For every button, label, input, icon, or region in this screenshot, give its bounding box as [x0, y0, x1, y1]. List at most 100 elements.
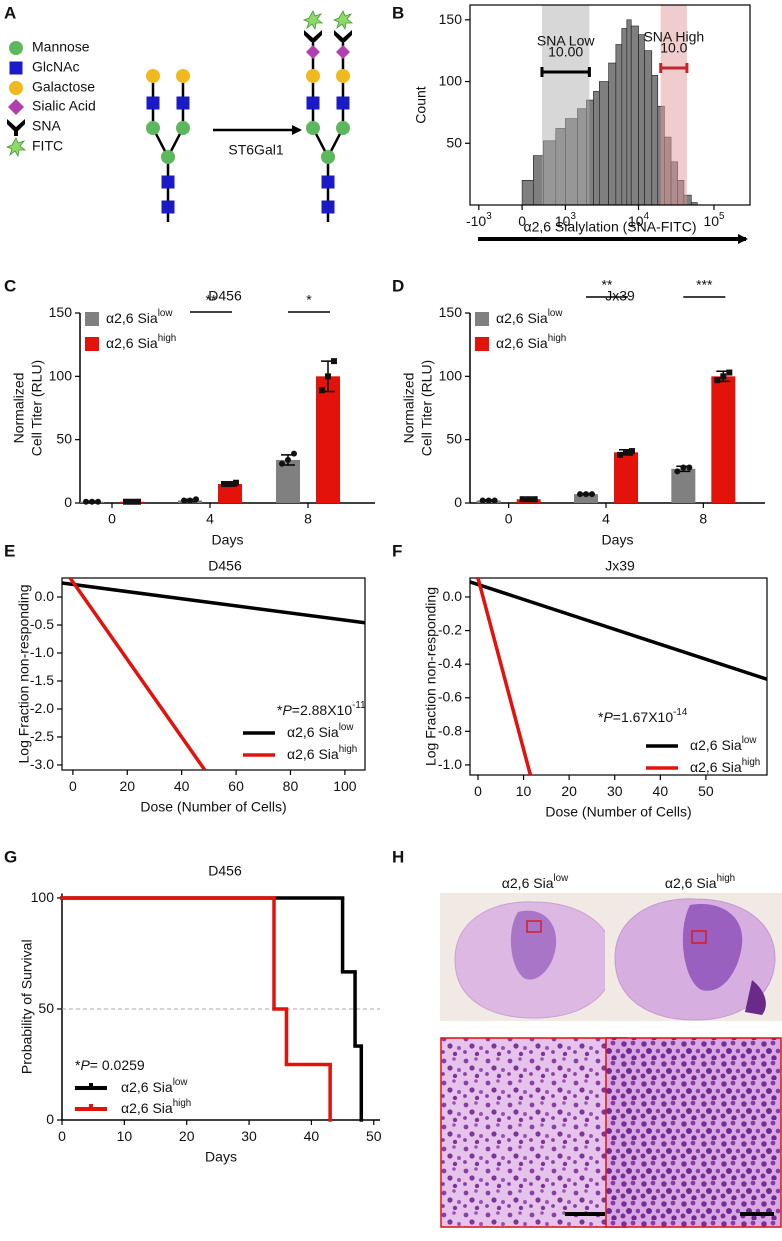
- y-axis-label: Normalized: [401, 373, 417, 444]
- y-tick-label-part: -0.8: [438, 722, 462, 738]
- y-tick-label: 150: [439, 304, 463, 320]
- x-tick-label: 60: [228, 778, 244, 794]
- y-tick-label: 100: [439, 367, 463, 383]
- x-tick-label: 0: [518, 213, 526, 229]
- x-tick-label: 0: [474, 783, 482, 799]
- y-tick-label-part: 100: [31, 889, 55, 905]
- histogram-bar: [615, 44, 623, 206]
- significance-label: *: [306, 292, 312, 308]
- data-point: [95, 498, 101, 505]
- data-point: [623, 449, 629, 456]
- bar: [671, 468, 696, 503]
- zoom-image: [605, 1037, 782, 1228]
- x-tick-label-part: 20: [179, 1128, 195, 1144]
- annotation-part: P: [80, 1057, 90, 1073]
- x-axis-label: Days: [602, 532, 634, 548]
- y-tick-label-part: 50: [56, 430, 72, 446]
- x-tick-label-part: 60: [228, 778, 244, 794]
- y-tick-label-part: 0: [64, 494, 72, 510]
- x-tick-label-part: 0: [58, 1128, 66, 1144]
- annotation-part: -14: [673, 707, 688, 718]
- image-title: α2,6 Sialow: [502, 873, 569, 891]
- panel-label: D: [392, 276, 404, 295]
- legend-label-part: α2,6 Sia: [121, 1100, 173, 1116]
- legend-swatch: [75, 1083, 107, 1090]
- y-tick-label-part: 0.0: [35, 588, 55, 604]
- data-point: [83, 498, 89, 505]
- gate-band: [660, 5, 687, 205]
- legend-label: α2,6 Sialow: [690, 735, 757, 753]
- x-tick-label-part: 10: [516, 783, 532, 799]
- data-point: [193, 496, 199, 503]
- sna-icon: [7, 119, 25, 136]
- data-point: [319, 387, 325, 394]
- bar: [574, 494, 598, 503]
- chart-title: D456: [208, 863, 242, 879]
- histogram-bar: [532, 155, 544, 206]
- y-tick-label: 50: [56, 430, 72, 446]
- x-tick-label: 30: [241, 1128, 257, 1144]
- legend-label-part: α2,6 Sia: [690, 737, 742, 753]
- x-tick-label-part: 50: [366, 1128, 382, 1144]
- legend-label-part: high: [158, 333, 177, 344]
- y-tick-label: -0.8: [438, 722, 462, 738]
- legend-label-part: α2,6 Sia: [106, 335, 158, 351]
- x-axis-label: α2,6 Sialylation (SNA-FITC): [523, 219, 696, 235]
- x-axis-label: Dose (Number of Cells): [545, 804, 691, 820]
- x-tick-label-part: 100: [333, 778, 357, 794]
- line-series: [62, 581, 365, 625]
- legend-label: α2,6 Sialow: [287, 722, 354, 740]
- y-tick-label-part: -2.5: [30, 728, 54, 744]
- histogram-bar: [651, 75, 659, 206]
- legend-label: α2,6 Siahigh: [287, 744, 357, 762]
- data-point: [485, 497, 492, 504]
- panel-label: E: [4, 541, 15, 560]
- x-tick-label-part: 10: [628, 213, 644, 229]
- y-tick-label: 50: [446, 134, 462, 150]
- y-tick-label-part: 150: [439, 304, 463, 320]
- y-tick-label-part: 50: [446, 430, 462, 446]
- annotation: *P=2.88X10-11: [277, 700, 366, 718]
- data-point: [181, 497, 187, 504]
- legend-swatch: [475, 312, 489, 326]
- glycan-before-residues: [146, 69, 190, 214]
- plot-frame: [469, 577, 768, 776]
- gate-name: SNA High: [643, 29, 704, 45]
- y-tick-label: 0: [454, 494, 462, 510]
- x-tick-label: 40: [174, 778, 190, 794]
- significance-label: ***: [696, 277, 713, 293]
- y-axis-label: Normalized: [11, 373, 27, 444]
- image-title-part: high: [717, 873, 736, 884]
- data-point: [629, 448, 635, 455]
- annotation-part: *: [277, 702, 283, 718]
- legend-label-part: α2,6 Sia: [496, 310, 548, 326]
- image-title-part: α2,6 Sia: [502, 875, 554, 891]
- x-tick-label: 0: [108, 511, 116, 527]
- y-tick-label-part: 0.0: [443, 588, 463, 604]
- panel-label: F: [392, 541, 402, 560]
- annotation-part: *: [75, 1057, 81, 1073]
- tumor-region: [510, 910, 557, 980]
- legend-label: α2,6 Siahigh: [690, 757, 760, 775]
- data-point: [135, 498, 141, 505]
- y-tick-label: -0.5: [30, 616, 54, 632]
- annotation-part: =1.67X10: [613, 709, 674, 725]
- data-point: [291, 450, 297, 457]
- y-tick-label-part: 50: [446, 134, 462, 150]
- x-tick-label-part: 50: [698, 783, 714, 799]
- x-tick-label: -103: [466, 211, 492, 229]
- x-tick-label: 80: [283, 778, 299, 794]
- fitc-icon: [5, 137, 27, 158]
- glcnac-icon: [9, 61, 23, 75]
- y-tick-label: -2.0: [30, 700, 54, 716]
- y-tick-label: 100: [31, 889, 55, 905]
- gate-bar: [540, 67, 591, 77]
- legend-label-part: high: [548, 333, 567, 344]
- zoom-box: [526, 920, 542, 933]
- x-tick-label-part: 30: [607, 783, 623, 799]
- bar: [316, 376, 340, 503]
- line-series: [470, 580, 767, 681]
- legend-label-part: high: [742, 757, 761, 768]
- x-tick-label: 40: [304, 1128, 320, 1144]
